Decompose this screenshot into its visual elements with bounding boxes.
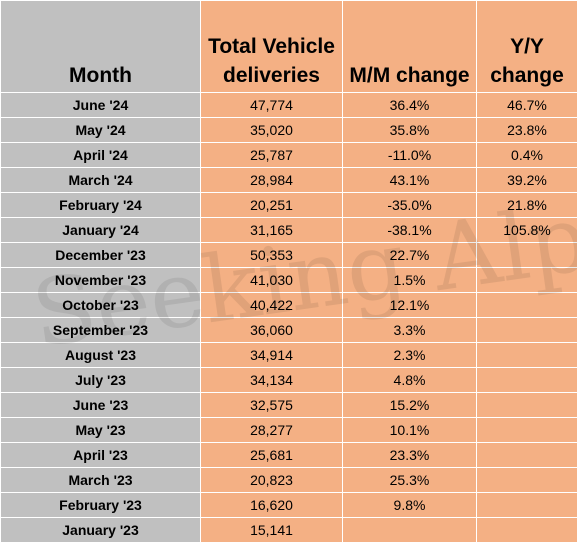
- mm-change-cell: 9.8%: [343, 493, 477, 518]
- total-deliveries-header: Total Vehicle deliveries: [201, 1, 343, 93]
- total-deliveries-cell: 47,774: [201, 93, 343, 118]
- mm-change-cell: -11.0%: [343, 143, 477, 168]
- month-cell: December '23: [1, 243, 201, 268]
- mm-change-cell: 4.8%: [343, 368, 477, 393]
- month-cell: March '23: [1, 468, 201, 493]
- mm-change-cell: 43.1%: [343, 168, 477, 193]
- total-deliveries-cell: 50,353: [201, 243, 343, 268]
- total-deliveries-cell: 16,620: [201, 493, 343, 518]
- mm-change-cell: 15.2%: [343, 393, 477, 418]
- yy-change-cell: [477, 418, 577, 443]
- month-cell: May '24: [1, 118, 201, 143]
- yy-change-cell: 21.8%: [477, 193, 577, 218]
- yy-change-cell: 46.7%: [477, 93, 577, 118]
- month-cell: July '23: [1, 368, 201, 393]
- month-cell: August '23: [1, 343, 201, 368]
- total-deliveries-cell: 32,575: [201, 393, 343, 418]
- month-cell: June '23: [1, 393, 201, 418]
- total-deliveries-cell: 25,787: [201, 143, 343, 168]
- yy-change-cell: [477, 393, 577, 418]
- total-deliveries-cell: 20,823: [201, 468, 343, 493]
- month-cell: February '24: [1, 193, 201, 218]
- mm-change-cell: 23.3%: [343, 443, 477, 468]
- yy-change-cell: [477, 443, 577, 468]
- total-deliveries-cell: 15,141: [201, 518, 343, 543]
- mm-change-cell: 2.3%: [343, 343, 477, 368]
- yy-change-cell: 23.8%: [477, 118, 577, 143]
- yy-change-header: Y/Y change: [477, 1, 577, 93]
- yy-change-cell: 0.4%: [477, 143, 577, 168]
- mm-change-cell: 1.5%: [343, 268, 477, 293]
- yy-change-cell: [477, 243, 577, 268]
- mm-change-cell: [343, 518, 477, 543]
- mm-change-cell: -38.1%: [343, 218, 477, 243]
- mm-change-cell: 3.3%: [343, 318, 477, 343]
- month-cell: March '24: [1, 168, 201, 193]
- yy-change-cell: 105.8%: [477, 218, 577, 243]
- mm-change-cell: 35.8%: [343, 118, 477, 143]
- total-deliveries-cell: 20,251: [201, 193, 343, 218]
- month-cell: May '23: [1, 418, 201, 443]
- total-deliveries-cell: 31,165: [201, 218, 343, 243]
- total-deliveries-cell: 25,681: [201, 443, 343, 468]
- yy-change-cell: [477, 468, 577, 493]
- month-cell: June '24: [1, 93, 201, 118]
- total-deliveries-cell: 36,060: [201, 318, 343, 343]
- yy-change-cell: [477, 518, 577, 543]
- month-cell: January '23: [1, 518, 201, 543]
- total-deliveries-cell: 28,984: [201, 168, 343, 193]
- yy-change-cell: 39.2%: [477, 168, 577, 193]
- mm-change-cell: 36.4%: [343, 93, 477, 118]
- month-cell: November '23: [1, 268, 201, 293]
- month-cell: April '23: [1, 443, 201, 468]
- total-deliveries-cell: 34,134: [201, 368, 343, 393]
- yy-change-cell: [477, 268, 577, 293]
- month-cell: April '24: [1, 143, 201, 168]
- yy-change-cell: [477, 343, 577, 368]
- month-cell: October '23: [1, 293, 201, 318]
- mm-change-cell: 10.1%: [343, 418, 477, 443]
- yy-change-cell: [477, 293, 577, 318]
- mm-change-cell: 22.7%: [343, 243, 477, 268]
- total-deliveries-cell: 34,914: [201, 343, 343, 368]
- month-cell: February '23: [1, 493, 201, 518]
- total-deliveries-cell: 41,030: [201, 268, 343, 293]
- mm-change-header: M/M change: [343, 1, 477, 93]
- total-deliveries-cell: 28,277: [201, 418, 343, 443]
- mm-change-cell: -35.0%: [343, 193, 477, 218]
- total-deliveries-cell: 35,020: [201, 118, 343, 143]
- mm-change-cell: 25.3%: [343, 468, 477, 493]
- month-cell: January '24: [1, 218, 201, 243]
- yy-change-cell: [477, 368, 577, 393]
- yy-change-cell: [477, 493, 577, 518]
- mm-change-cell: 12.1%: [343, 293, 477, 318]
- header-row: Month Total Vehicle deliveries M/M chang…: [1, 1, 577, 93]
- month-cell: September '23: [1, 318, 201, 343]
- total-deliveries-cell: 40,422: [201, 293, 343, 318]
- month-header: Month: [1, 1, 201, 93]
- yy-change-cell: [477, 318, 577, 343]
